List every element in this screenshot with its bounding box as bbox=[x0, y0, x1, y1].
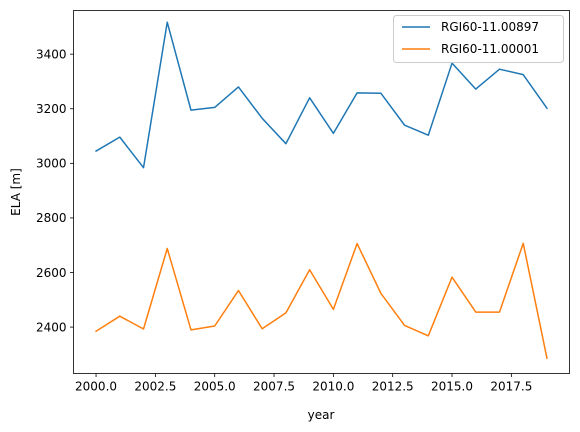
series-layer bbox=[95, 21, 548, 360]
x-tick-label: 2012.5 bbox=[372, 380, 414, 394]
plot-area bbox=[73, 10, 570, 374]
y-axis-label: ELA [m] bbox=[9, 168, 23, 216]
x-tick-label: 2010.0 bbox=[312, 380, 354, 394]
series-line-1 bbox=[95, 242, 548, 360]
legend: RGI60-11.00897 RGI60-11.00001 bbox=[393, 15, 564, 63]
y-tick-label: 3200 bbox=[36, 102, 67, 116]
x-tick-label: 2017.5 bbox=[490, 380, 532, 394]
x-tick-label: 2000.0 bbox=[75, 380, 117, 394]
y-tick-label: 3400 bbox=[36, 47, 67, 61]
y-tick-label: 2800 bbox=[36, 211, 67, 225]
y-tick-label: 3000 bbox=[36, 157, 67, 171]
y-axis-ticks: 2400 2600 2800 3000 3200 3400 bbox=[36, 47, 74, 334]
x-axis-label: year bbox=[308, 408, 335, 422]
y-tick-label: 2400 bbox=[36, 320, 67, 334]
x-tick-label: 2007.5 bbox=[253, 380, 295, 394]
x-tick-label: 2002.5 bbox=[134, 380, 176, 394]
legend-label-series-1: RGI60-11.00001 bbox=[441, 42, 539, 56]
series-line-0 bbox=[95, 21, 548, 169]
x-axis-ticks: 2000.0 2002.5 2005.0 2007.5 2010.0 2012.5 2015… bbox=[75, 373, 532, 394]
legend-label-series-0: RGI60-11.00897 bbox=[441, 20, 539, 34]
axes-frame bbox=[73, 10, 570, 374]
legend-box bbox=[393, 15, 564, 63]
x-tick-label: 2015.0 bbox=[431, 380, 473, 394]
y-tick-label: 2600 bbox=[36, 266, 67, 280]
x-tick-label: 2005.0 bbox=[194, 380, 236, 394]
